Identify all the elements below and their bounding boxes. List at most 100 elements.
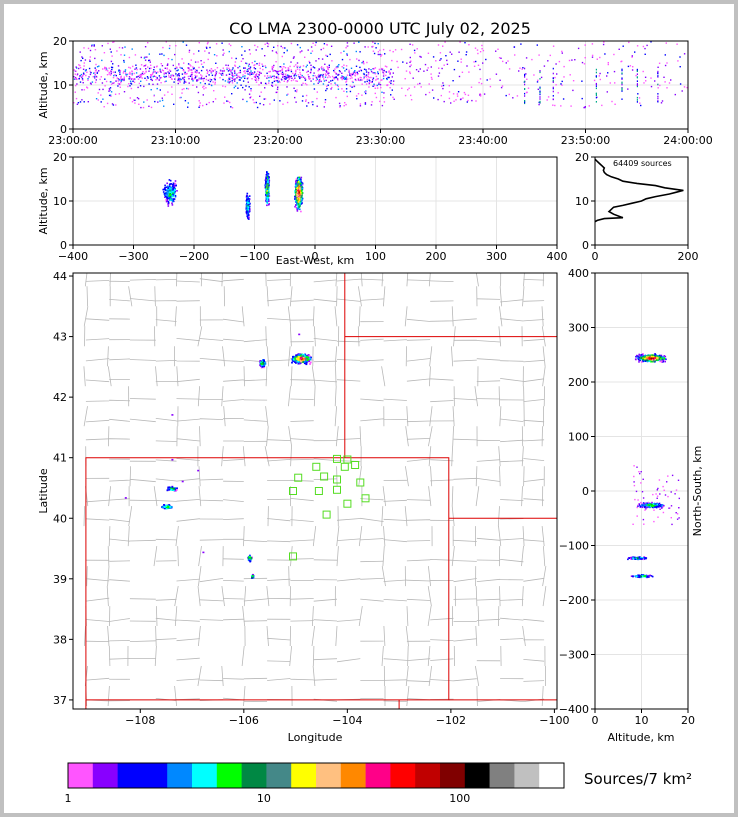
p1-source-point	[290, 61, 292, 63]
p1-source-point	[305, 99, 307, 101]
p1-source-point	[285, 73, 287, 75]
p1-source-point	[148, 53, 150, 55]
p1-source-point	[346, 74, 349, 76]
p1-source-point	[242, 76, 244, 78]
p1-source-point	[188, 82, 190, 84]
p1-source-point	[140, 106, 142, 109]
p1-source-point	[87, 101, 89, 103]
p1-source-point	[539, 71, 541, 74]
p1-source-point	[98, 88, 101, 91]
p1-source-point	[540, 76, 543, 79]
p1-source-point	[316, 97, 318, 100]
p1-source-point	[359, 51, 361, 53]
p1-source-point	[229, 80, 231, 83]
p1-source-point	[636, 73, 638, 75]
p1-source-point	[198, 42, 200, 44]
p1-source-point	[621, 77, 623, 79]
p1-source-point	[371, 81, 373, 83]
p1-source-point	[539, 90, 541, 93]
p1-source-point	[613, 53, 615, 56]
p5-source-point	[656, 503, 658, 506]
p1-source-point	[160, 82, 162, 84]
p1-source-point	[197, 79, 200, 81]
p1-source-point	[266, 75, 269, 77]
p1-source-point	[266, 42, 268, 44]
county-boundary	[311, 306, 317, 687]
county-boundary	[85, 338, 545, 343]
p1-source-point	[453, 68, 456, 71]
p1-source-point	[271, 65, 273, 68]
p1-source-point	[457, 60, 459, 62]
p1-source-point	[187, 70, 190, 72]
p1-source-point	[380, 55, 382, 57]
p1-source-point	[305, 100, 307, 102]
p1-source-point	[356, 58, 358, 60]
p1-source-point	[636, 76, 638, 79]
p2-source-point	[297, 189, 300, 191]
p5-source-point	[647, 504, 650, 506]
p1-source-point	[302, 69, 304, 71]
p1-source-point	[112, 63, 114, 65]
p1-source-point	[388, 76, 390, 79]
p1-source-point	[508, 68, 511, 70]
p1-source-point	[309, 77, 311, 80]
p4-source-point	[302, 357, 305, 359]
p1-source-point	[392, 83, 395, 86]
p1-source-point	[182, 69, 185, 71]
p5-source-point	[642, 360, 644, 362]
p1-source-point	[100, 94, 102, 96]
p1-source-point	[363, 76, 365, 78]
p1-source-point	[299, 76, 301, 79]
p1-source-point	[140, 64, 143, 66]
p1-source-point	[287, 74, 289, 76]
p1-source-point	[359, 103, 362, 105]
p1-source-point	[118, 79, 121, 81]
p2-ylabel: Altitude, km	[37, 167, 50, 234]
p1-source-point	[194, 74, 196, 77]
p1-source-point	[284, 76, 287, 78]
p1-source-point	[357, 73, 359, 75]
p1-source-point	[89, 73, 92, 76]
p1-source-point	[489, 78, 491, 80]
p1-source-point	[112, 41, 114, 43]
p2-source-point	[295, 185, 297, 187]
p5-source-point	[651, 501, 653, 504]
p1-source-point	[335, 96, 337, 99]
p1-source-point	[147, 77, 149, 79]
p1-source-point	[526, 91, 528, 94]
p5-source-point	[648, 360, 651, 362]
p1-source-point	[351, 73, 354, 76]
p1-xtick-label: 23:20:00	[253, 134, 302, 147]
p1-source-point	[140, 56, 142, 59]
p4-source-point	[294, 355, 296, 358]
p1-source-point	[241, 54, 243, 56]
p1-source-point	[632, 66, 634, 68]
p1-source-point	[296, 80, 298, 82]
p1-source-point	[200, 60, 202, 62]
p1-source-point	[345, 76, 348, 78]
p4-source-point	[165, 507, 168, 510]
p2-source-point	[165, 199, 167, 201]
p2-source-point	[165, 191, 167, 194]
p1-source-point	[525, 73, 527, 75]
p1-source-point	[259, 102, 261, 105]
p1-source-point	[198, 72, 200, 74]
p1-source-point	[410, 64, 412, 66]
p1-source-point	[252, 99, 254, 101]
p1-source-point	[93, 45, 95, 47]
p1-source-point	[322, 47, 325, 50]
p1-source-point	[222, 49, 224, 51]
p1-source-point	[114, 71, 116, 73]
p2-source-point	[297, 190, 299, 192]
p1-source-point	[228, 43, 230, 45]
p1-source-point	[281, 68, 284, 70]
p1-source-point	[164, 67, 166, 69]
p1-source-point	[628, 41, 630, 44]
p1-source-point	[373, 72, 376, 74]
p1-source-point	[316, 78, 319, 81]
p1-source-point	[163, 75, 165, 78]
p1-source-point	[121, 78, 124, 80]
p1-source-point	[295, 91, 298, 93]
p1-source-point	[537, 88, 539, 90]
p1-source-point	[318, 73, 320, 76]
